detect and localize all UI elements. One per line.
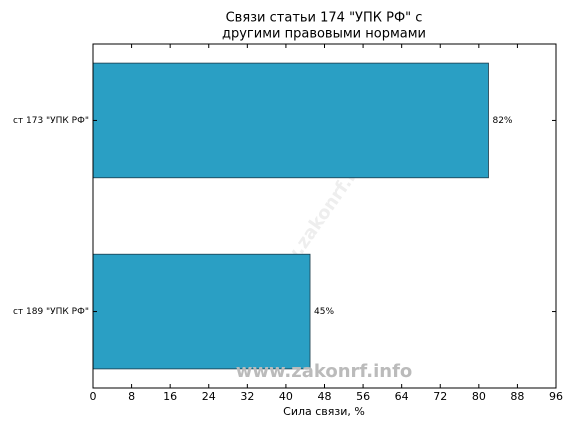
- x-tick-label: 40: [279, 390, 293, 403]
- x-tick-label: 56: [356, 390, 370, 403]
- value-label: 82%: [492, 116, 512, 126]
- chart-title: Связи статьи 174 "УПК РФ" с: [226, 11, 423, 26]
- y-tick-label: ст 189 "УПК РФ": [13, 307, 89, 317]
- x-tick-label: 88: [510, 390, 524, 403]
- x-tick-label: 48: [318, 390, 332, 403]
- x-tick-label: 8: [128, 390, 135, 403]
- x-tick-label: 32: [240, 390, 254, 403]
- chart-title: другими правовыми нормами: [222, 27, 426, 42]
- x-tick-label: 64: [395, 390, 409, 403]
- x-tick-label: 0: [90, 390, 97, 403]
- x-tick-label: 72: [433, 390, 447, 403]
- x-axis-label: Сила связи, %: [283, 405, 365, 418]
- value-label: 45%: [314, 307, 334, 317]
- watermark: www.zakonrf.info: [236, 361, 413, 382]
- x-tick-label: 96: [549, 390, 563, 403]
- x-tick-label: 24: [202, 390, 216, 403]
- bar: [92, 62, 489, 179]
- y-tick-label: ст 173 "УПК РФ": [13, 116, 89, 126]
- x-tick-label: 16: [163, 390, 177, 403]
- x-tick-label: 80: [472, 390, 486, 403]
- bar: [92, 253, 311, 370]
- plot-frame: [92, 43, 557, 389]
